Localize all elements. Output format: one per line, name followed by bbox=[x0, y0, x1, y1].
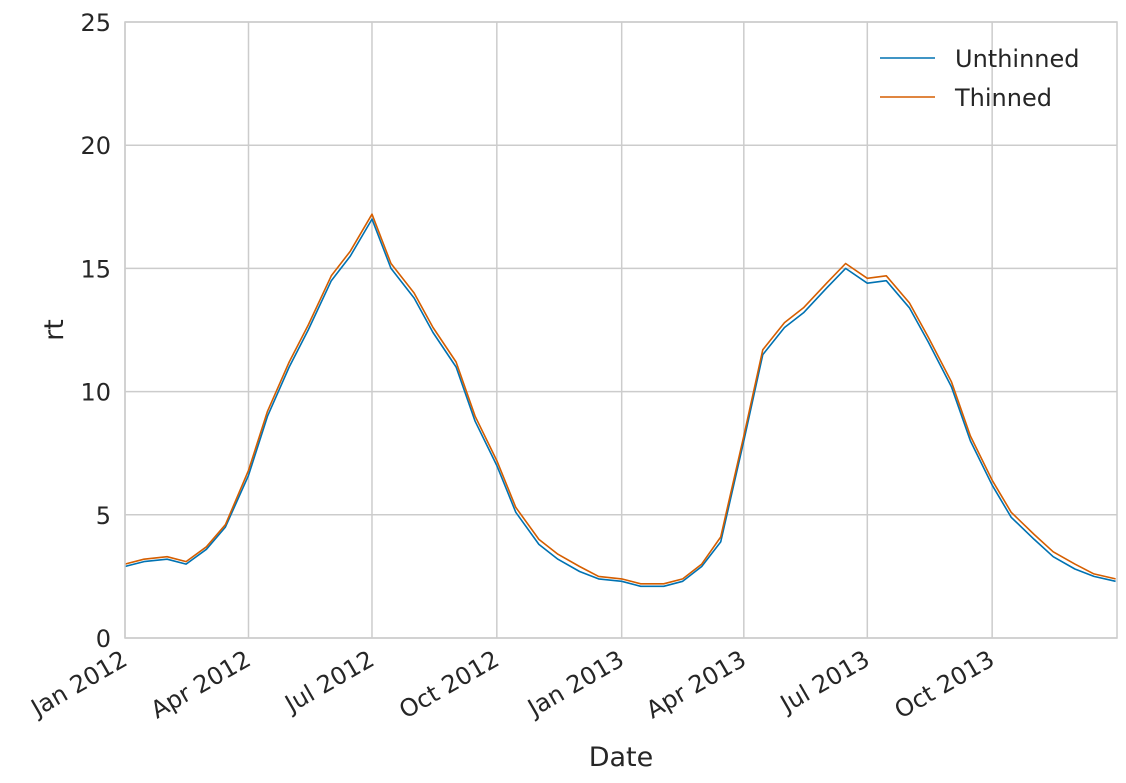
x-axis-label: Date bbox=[589, 742, 654, 773]
legend-label-thinned: Thinned bbox=[954, 84, 1052, 112]
series-line-thinned bbox=[124, 213, 1116, 585]
y-tick-labels: 0 5 10 15 20 25 bbox=[80, 9, 111, 653]
x-tick-label: Jul 2013 bbox=[774, 645, 874, 719]
y-tick-label: 15 bbox=[80, 255, 111, 283]
x-tick-label: Apr 2013 bbox=[641, 645, 750, 724]
y-tick-label: 20 bbox=[80, 132, 111, 160]
x-tick-label: Jul 2012 bbox=[279, 645, 379, 719]
y-axis-label: rt bbox=[39, 319, 70, 341]
series-line-unthinned bbox=[124, 218, 1116, 588]
legend-label-unthinned: Unthinned bbox=[955, 45, 1080, 73]
x-tick-labels: Jan 2012 Apr 2012 Jul 2012 Oct 2012 Jan 2013… bbox=[25, 645, 999, 724]
x-tick-label: Oct 2012 bbox=[394, 645, 503, 724]
x-tick-label: Jan 2012 bbox=[25, 645, 132, 723]
series-lines bbox=[124, 213, 1116, 588]
legend: Unthinned Thinned bbox=[880, 45, 1080, 112]
x-tick-label: Apr 2012 bbox=[146, 645, 255, 724]
y-tick-label: 5 bbox=[96, 502, 111, 530]
plot-frame bbox=[124, 21, 1118, 639]
grid-lines bbox=[124, 21, 1117, 639]
y-tick-label: 10 bbox=[80, 379, 111, 407]
y-tick-label: 25 bbox=[80, 9, 111, 37]
y-tick-label: 0 bbox=[96, 625, 111, 653]
x-tick-label: Oct 2013 bbox=[890, 645, 999, 724]
x-tick-label: Jan 2013 bbox=[521, 645, 628, 723]
